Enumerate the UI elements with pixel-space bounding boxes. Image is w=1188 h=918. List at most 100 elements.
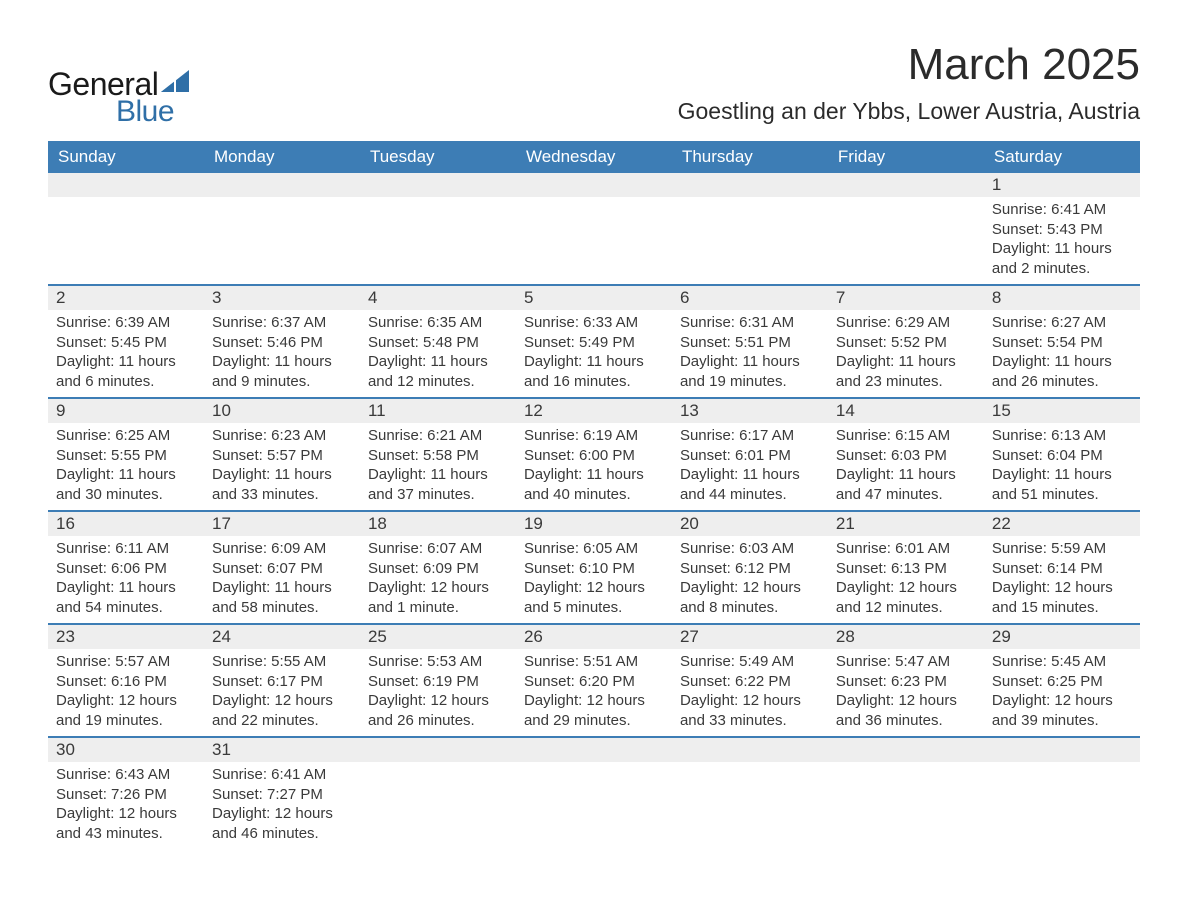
sunset-text: Sunset: 6:06 PM — [56, 559, 196, 579]
day-number-cell: 17 — [204, 511, 360, 536]
weekday-header: Wednesday — [516, 141, 672, 173]
day-data-cell: Sunrise: 6:09 AMSunset: 6:07 PMDaylight:… — [204, 536, 360, 624]
daylight-text: Daylight: 11 hours and 47 minutes. — [836, 465, 976, 504]
logo-text-blue: Blue — [116, 95, 174, 129]
day-number-cell: 21 — [828, 511, 984, 536]
sunset-text: Sunset: 5:54 PM — [992, 333, 1132, 353]
daynum-row: 16171819202122 — [48, 511, 1140, 536]
day-data-cell — [516, 762, 672, 849]
sunrise-text: Sunrise: 6:03 AM — [680, 539, 820, 559]
day-number-cell — [984, 737, 1140, 762]
day-data-cell: Sunrise: 6:01 AMSunset: 6:13 PMDaylight:… — [828, 536, 984, 624]
day-data-cell: Sunrise: 6:33 AMSunset: 5:49 PMDaylight:… — [516, 310, 672, 398]
weekday-header: Tuesday — [360, 141, 516, 173]
day-data-cell: Sunrise: 5:59 AMSunset: 6:14 PMDaylight:… — [984, 536, 1140, 624]
day-data-cell — [672, 197, 828, 285]
sunset-text: Sunset: 6:25 PM — [992, 672, 1132, 692]
day-number-cell: 8 — [984, 285, 1140, 310]
weekday-header: Monday — [204, 141, 360, 173]
sunrise-text: Sunrise: 5:47 AM — [836, 652, 976, 672]
day-data-cell — [828, 762, 984, 849]
sunrise-text: Sunrise: 6:35 AM — [368, 313, 508, 333]
day-data-cell: Sunrise: 5:55 AMSunset: 6:17 PMDaylight:… — [204, 649, 360, 737]
day-number-cell: 25 — [360, 624, 516, 649]
day-data-cell: Sunrise: 5:57 AMSunset: 6:16 PMDaylight:… — [48, 649, 204, 737]
sunset-text: Sunset: 5:45 PM — [56, 333, 196, 353]
day-data-cell: Sunrise: 6:15 AMSunset: 6:03 PMDaylight:… — [828, 423, 984, 511]
sunrise-text: Sunrise: 6:43 AM — [56, 765, 196, 785]
day-number-cell: 23 — [48, 624, 204, 649]
daynum-row: 9101112131415 — [48, 398, 1140, 423]
daylight-text: Daylight: 12 hours and 8 minutes. — [680, 578, 820, 617]
day-number-cell — [672, 737, 828, 762]
day-data-cell — [984, 762, 1140, 849]
sunset-text: Sunset: 6:19 PM — [368, 672, 508, 692]
sunrise-text: Sunrise: 6:41 AM — [992, 200, 1132, 220]
sunset-text: Sunset: 6:10 PM — [524, 559, 664, 579]
sunset-text: Sunset: 5:49 PM — [524, 333, 664, 353]
sunset-text: Sunset: 5:43 PM — [992, 220, 1132, 240]
day-data-cell: Sunrise: 5:51 AMSunset: 6:20 PMDaylight:… — [516, 649, 672, 737]
day-number-cell — [48, 173, 204, 197]
sunrise-text: Sunrise: 6:17 AM — [680, 426, 820, 446]
sunrise-text: Sunrise: 6:39 AM — [56, 313, 196, 333]
daylight-text: Daylight: 11 hours and 51 minutes. — [992, 465, 1132, 504]
day-number-cell: 24 — [204, 624, 360, 649]
daylight-text: Daylight: 11 hours and 19 minutes. — [680, 352, 820, 391]
day-data-cell — [48, 197, 204, 285]
daynum-row: 2345678 — [48, 285, 1140, 310]
sunset-text: Sunset: 6:14 PM — [992, 559, 1132, 579]
day-data-cell — [516, 197, 672, 285]
day-data-cell: Sunrise: 6:17 AMSunset: 6:01 PMDaylight:… — [672, 423, 828, 511]
sunrise-text: Sunrise: 5:57 AM — [56, 652, 196, 672]
daynum-row: 1 — [48, 173, 1140, 197]
day-number-cell: 15 — [984, 398, 1140, 423]
sunrise-text: Sunrise: 5:53 AM — [368, 652, 508, 672]
day-data-cell: Sunrise: 6:31 AMSunset: 5:51 PMDaylight:… — [672, 310, 828, 398]
day-number-cell: 12 — [516, 398, 672, 423]
data-row: Sunrise: 6:41 AMSunset: 5:43 PMDaylight:… — [48, 197, 1140, 285]
day-number-cell: 13 — [672, 398, 828, 423]
sunset-text: Sunset: 6:22 PM — [680, 672, 820, 692]
day-number-cell: 30 — [48, 737, 204, 762]
day-data-cell — [204, 197, 360, 285]
daylight-text: Daylight: 12 hours and 46 minutes. — [212, 804, 352, 843]
day-data-cell: Sunrise: 6:29 AMSunset: 5:52 PMDaylight:… — [828, 310, 984, 398]
day-number-cell: 29 — [984, 624, 1140, 649]
daylight-text: Daylight: 11 hours and 54 minutes. — [56, 578, 196, 617]
day-data-cell: Sunrise: 6:25 AMSunset: 5:55 PMDaylight:… — [48, 423, 204, 511]
location: Goestling an der Ybbs, Lower Austria, Au… — [678, 98, 1140, 125]
day-data-cell: Sunrise: 5:45 AMSunset: 6:25 PMDaylight:… — [984, 649, 1140, 737]
sunrise-text: Sunrise: 6:13 AM — [992, 426, 1132, 446]
title-block: March 2025 Goestling an der Ybbs, Lower … — [678, 40, 1140, 125]
sunset-text: Sunset: 6:00 PM — [524, 446, 664, 466]
day-data-cell: Sunrise: 5:53 AMSunset: 6:19 PMDaylight:… — [360, 649, 516, 737]
sunrise-text: Sunrise: 6:25 AM — [56, 426, 196, 446]
day-number-cell: 22 — [984, 511, 1140, 536]
data-row: Sunrise: 6:11 AMSunset: 6:06 PMDaylight:… — [48, 536, 1140, 624]
sunset-text: Sunset: 5:52 PM — [836, 333, 976, 353]
day-data-cell — [672, 762, 828, 849]
day-data-cell: Sunrise: 6:27 AMSunset: 5:54 PMDaylight:… — [984, 310, 1140, 398]
sunrise-text: Sunrise: 6:27 AM — [992, 313, 1132, 333]
sunset-text: Sunset: 6:01 PM — [680, 446, 820, 466]
sunrise-text: Sunrise: 5:59 AM — [992, 539, 1132, 559]
day-data-cell: Sunrise: 6:05 AMSunset: 6:10 PMDaylight:… — [516, 536, 672, 624]
weekday-header: Thursday — [672, 141, 828, 173]
sunset-text: Sunset: 6:03 PM — [836, 446, 976, 466]
day-data-cell: Sunrise: 6:07 AMSunset: 6:09 PMDaylight:… — [360, 536, 516, 624]
sunrise-text: Sunrise: 6:19 AM — [524, 426, 664, 446]
sunrise-text: Sunrise: 6:21 AM — [368, 426, 508, 446]
day-number-cell: 4 — [360, 285, 516, 310]
daylight-text: Daylight: 12 hours and 29 minutes. — [524, 691, 664, 730]
day-data-cell: Sunrise: 6:03 AMSunset: 6:12 PMDaylight:… — [672, 536, 828, 624]
day-number-cell: 14 — [828, 398, 984, 423]
daylight-text: Daylight: 11 hours and 40 minutes. — [524, 465, 664, 504]
sunset-text: Sunset: 6:20 PM — [524, 672, 664, 692]
daylight-text: Daylight: 12 hours and 43 minutes. — [56, 804, 196, 843]
sunrise-text: Sunrise: 6:31 AM — [680, 313, 820, 333]
sunset-text: Sunset: 6:17 PM — [212, 672, 352, 692]
day-number-cell: 19 — [516, 511, 672, 536]
day-number-cell: 31 — [204, 737, 360, 762]
day-data-cell — [828, 197, 984, 285]
